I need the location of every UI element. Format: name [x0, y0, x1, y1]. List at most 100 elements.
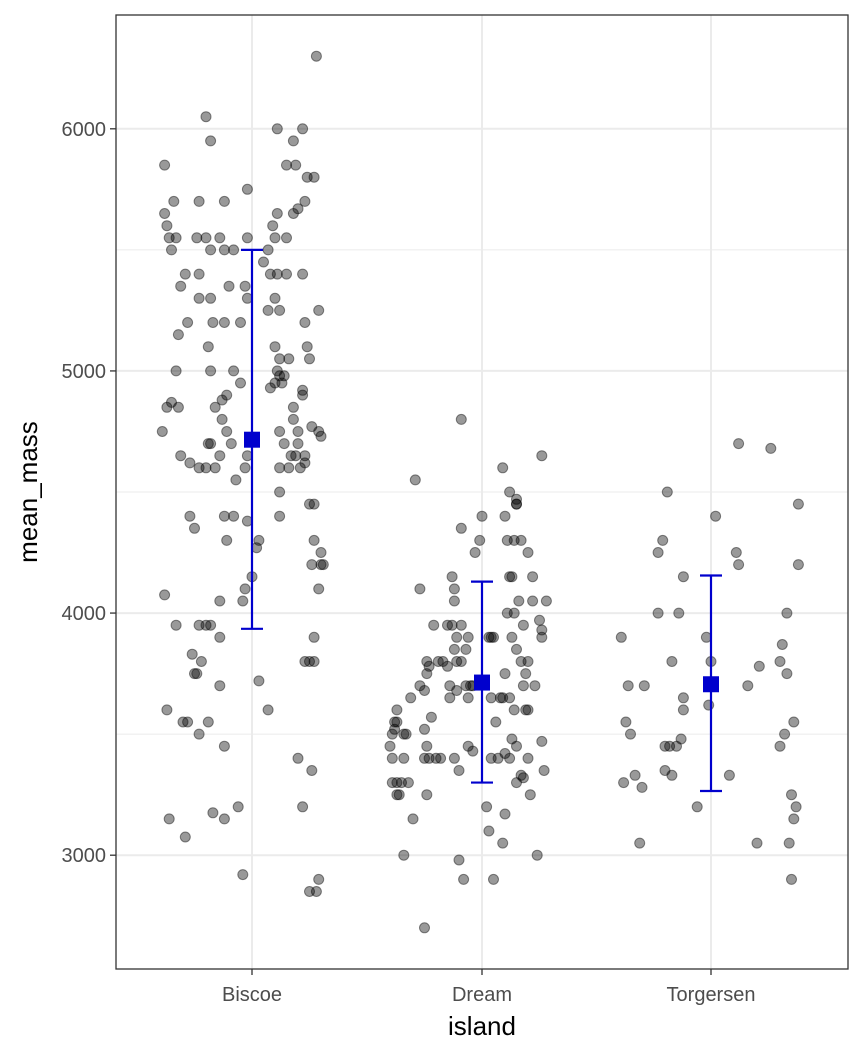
data-point — [189, 522, 200, 534]
data-point — [193, 728, 205, 740]
data-point — [522, 547, 534, 558]
data-point — [396, 777, 407, 789]
data-point — [432, 656, 444, 667]
data-point — [723, 769, 735, 781]
data-point — [239, 583, 251, 595]
y-axis: 3000 4000 5000 6000 — [62, 119, 116, 867]
data-point — [499, 668, 511, 680]
data-point — [221, 534, 233, 546]
data-point — [393, 789, 405, 801]
data-point — [733, 559, 745, 571]
data-point — [451, 631, 463, 643]
data-point — [636, 781, 648, 793]
data-point — [218, 317, 230, 328]
data-point — [774, 740, 786, 752]
data-point — [237, 595, 249, 607]
data-point — [534, 614, 545, 626]
data-point — [517, 619, 529, 631]
data-point — [629, 769, 641, 781]
data-point — [269, 341, 281, 353]
data-point — [666, 656, 678, 667]
data-point — [304, 353, 315, 365]
data-point — [407, 813, 419, 825]
data-point — [730, 547, 742, 558]
data-point — [200, 111, 212, 123]
data-point — [156, 426, 168, 437]
data-point — [317, 559, 329, 571]
data-point — [184, 510, 196, 522]
data-point — [506, 571, 518, 583]
data-point — [292, 438, 304, 450]
data-point — [274, 353, 286, 365]
data-point — [287, 208, 299, 219]
data-point — [504, 486, 516, 498]
x-tick-label: Torgersen — [667, 984, 756, 1006]
data-point — [488, 873, 499, 885]
data-point — [294, 462, 306, 474]
data-point — [453, 854, 465, 866]
data-point — [691, 801, 703, 813]
data-point — [299, 656, 311, 667]
data-point — [301, 341, 313, 353]
data-point — [308, 498, 320, 510]
y-tick-label: 5000 — [62, 361, 107, 383]
data-point — [625, 728, 636, 740]
data-point — [666, 769, 678, 781]
data-point — [444, 680, 456, 692]
data-point — [751, 837, 763, 849]
data-point — [308, 656, 320, 667]
data-point — [460, 643, 472, 655]
data-point — [310, 886, 322, 897]
data-point — [175, 450, 187, 462]
data-point — [677, 704, 689, 716]
data-point — [448, 595, 460, 607]
data-point — [494, 692, 506, 704]
data-point — [239, 280, 251, 292]
data-point — [792, 559, 804, 571]
data-point — [488, 631, 499, 643]
data-point — [218, 813, 230, 825]
data-point — [405, 692, 417, 704]
data-point — [232, 801, 244, 813]
data-point — [161, 220, 173, 232]
data-point — [462, 631, 474, 643]
data-point — [161, 401, 173, 413]
data-point — [299, 195, 311, 207]
data-point — [306, 765, 318, 776]
data-point — [189, 668, 200, 680]
data-point — [448, 643, 460, 655]
data-point — [308, 171, 320, 183]
data-point — [520, 668, 532, 680]
data-point — [274, 426, 286, 437]
data-point — [200, 619, 212, 631]
data-point — [202, 438, 214, 450]
data-point — [497, 462, 509, 474]
data-point — [742, 680, 754, 692]
y-tick-label: 6000 — [62, 119, 107, 141]
data-point — [315, 547, 327, 558]
data-point — [179, 268, 191, 280]
data-point — [792, 498, 804, 510]
data-point — [620, 716, 632, 728]
data-point — [228, 510, 240, 522]
data-point — [283, 462, 295, 474]
data-point — [421, 789, 433, 801]
data-point — [455, 619, 467, 631]
data-point — [253, 534, 265, 546]
data-point — [239, 462, 251, 474]
data-point — [230, 474, 242, 486]
data-point — [205, 244, 217, 256]
data-point — [414, 583, 426, 595]
data-point — [264, 382, 276, 394]
data-point — [515, 534, 527, 546]
data-point — [193, 462, 205, 474]
data-point — [536, 631, 548, 643]
data-point — [455, 413, 467, 425]
data-point — [170, 232, 182, 244]
data-point — [301, 171, 313, 183]
data-point — [398, 849, 410, 861]
data-point — [657, 534, 669, 546]
y-tick-label: 4000 — [62, 603, 107, 625]
data-point — [618, 777, 630, 789]
